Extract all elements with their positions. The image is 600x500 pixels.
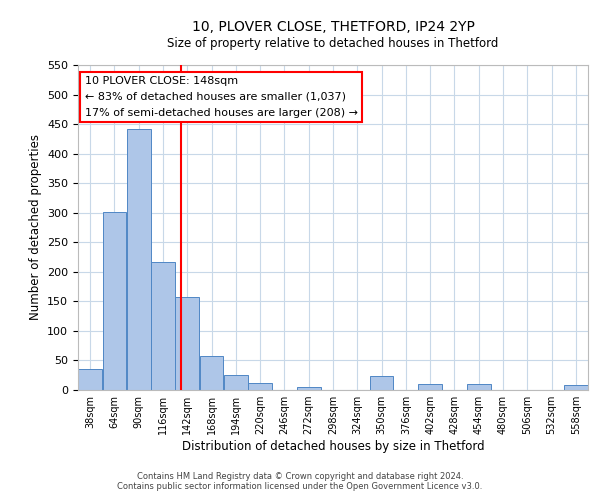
Bar: [418, 384, 442, 390]
Bar: [467, 384, 491, 390]
Bar: [151, 262, 175, 390]
Text: Size of property relative to detached houses in Thetford: Size of property relative to detached ho…: [167, 38, 499, 51]
Bar: [78, 368, 102, 390]
Text: Contains public sector information licensed under the Open Government Licence v3: Contains public sector information licen…: [118, 482, 482, 491]
Y-axis label: Number of detached properties: Number of detached properties: [29, 134, 41, 320]
Bar: [175, 296, 199, 390]
Bar: [103, 212, 127, 390]
Text: 10, PLOVER CLOSE, THETFORD, IP24 2YP: 10, PLOVER CLOSE, THETFORD, IP24 2YP: [191, 20, 475, 34]
Bar: [224, 374, 248, 390]
Bar: [248, 383, 272, 390]
Bar: [297, 387, 320, 390]
X-axis label: Distribution of detached houses by size in Thetford: Distribution of detached houses by size …: [182, 440, 484, 453]
Bar: [564, 384, 588, 390]
Bar: [370, 376, 394, 390]
Text: 10 PLOVER CLOSE: 148sqm
← 83% of detached houses are smaller (1,037)
17% of semi: 10 PLOVER CLOSE: 148sqm ← 83% of detache…: [85, 76, 358, 118]
Text: Contains HM Land Registry data © Crown copyright and database right 2024.: Contains HM Land Registry data © Crown c…: [137, 472, 463, 481]
Bar: [127, 130, 151, 390]
Bar: [200, 356, 223, 390]
